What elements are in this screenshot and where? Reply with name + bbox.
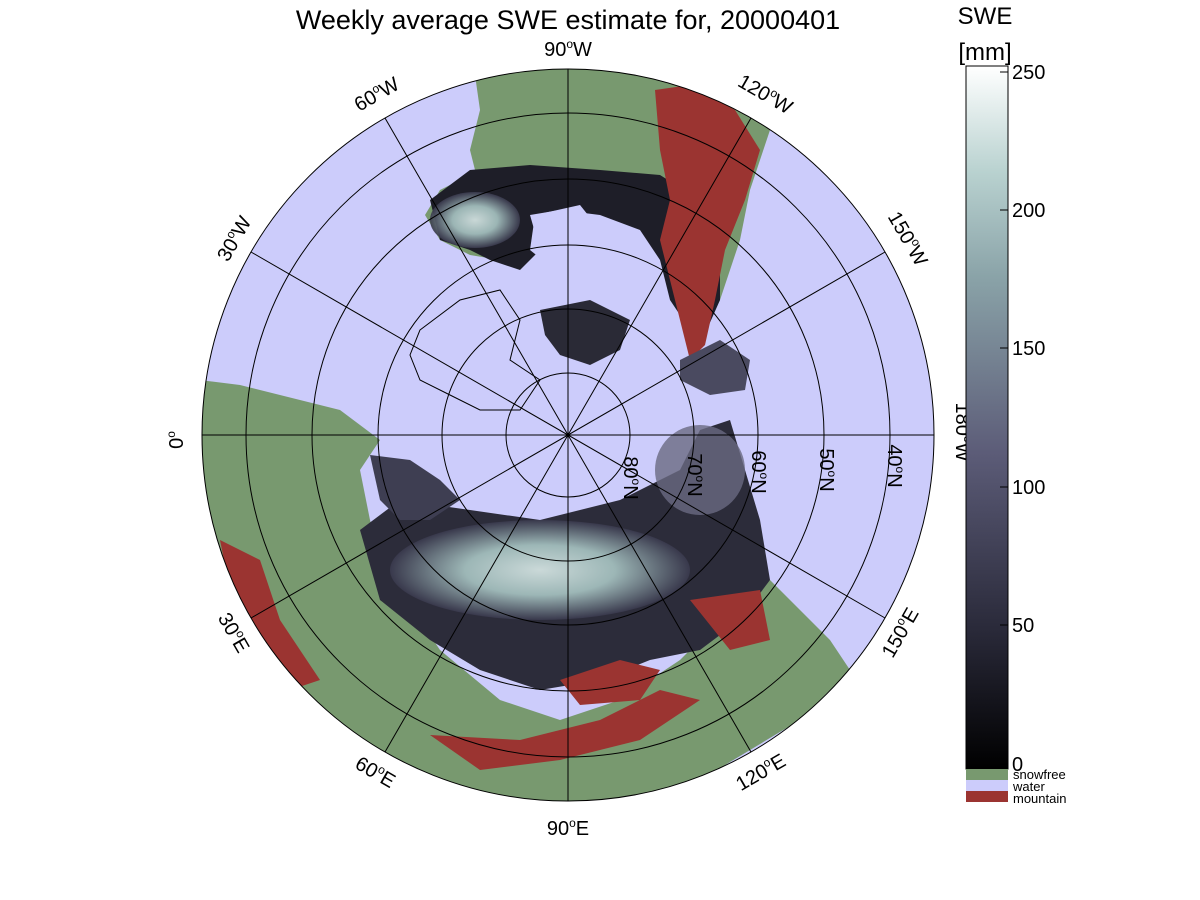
colorbar-tick-200: 200 (1012, 200, 1045, 222)
category-label-snowfree: snowfree (1013, 767, 1066, 782)
lat-label-50n: 50oN (815, 448, 839, 491)
scandinavia (370, 455, 460, 520)
lat-label-60n: 60oN (747, 450, 771, 493)
colorbar-label-line1: SWE (958, 3, 1013, 30)
colorbar-tick-100: 100 (1012, 477, 1045, 499)
colorbar-tick-0: 0 (1012, 754, 1023, 776)
hudson-bay (530, 205, 600, 270)
lon-label-60w: 60oW (350, 72, 404, 117)
eurasia-mountains (220, 540, 770, 770)
polar-map (202, 69, 934, 801)
lon-label-150w: 150oW (883, 207, 933, 270)
lat-label-70n: 70oN (683, 453, 707, 496)
category-swatch-snowfree (966, 769, 1008, 780)
arctic-islands (540, 300, 630, 365)
colorbar: SWE [mm] 250 200 150 100 50 0 snowfree w… (958, 3, 1067, 806)
colorbar-tick-250: 250 (1012, 62, 1045, 84)
north-america-mountains (655, 85, 760, 360)
colorbar-label-line2: [mm] (958, 39, 1011, 66)
colorbar-ticks (1000, 71, 1008, 765)
colorbar-tick-150: 150 (1012, 338, 1045, 360)
siberia-snow-mid (655, 425, 745, 515)
latitude-labels: 80oN 70oN 60oN 50oN 40oN (619, 444, 907, 499)
lon-label-90e: 90oE (547, 816, 589, 840)
lon-label-60e: 60oE (351, 751, 400, 793)
lon-label-0: 0o (164, 431, 188, 449)
lat-label-80n: 80oN (619, 456, 643, 499)
graticule (202, 69, 934, 801)
colorbar-tick-50: 50 (1012, 615, 1034, 637)
lon-label-120w: 120oW (734, 69, 797, 119)
alaska (680, 340, 750, 395)
lon-label-30e: 30oE (213, 608, 255, 657)
colorbar-gradient (965, 65, 1009, 770)
category-swatch-water (966, 780, 1008, 791)
map-title: Weekly average SWE estimate for, 2000040… (296, 5, 840, 35)
map-boundary (201, 68, 935, 802)
lat-label-40n: 40oN (883, 444, 907, 487)
category-label-mountain: mountain (1013, 791, 1066, 806)
lon-label-90w: 90oW (544, 37, 592, 61)
category-swatch-mountain (966, 791, 1008, 802)
category-label-water: water (1012, 779, 1045, 794)
meridian-150w-30e (250, 251, 886, 619)
